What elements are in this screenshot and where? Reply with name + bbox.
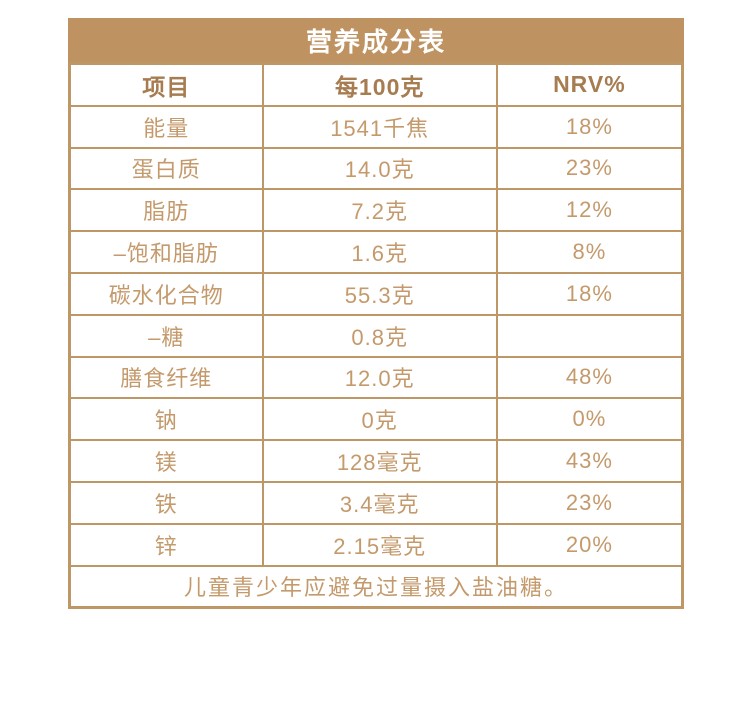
row-item-cell: –饱和脂肪: [68, 230, 264, 274]
row-item-cell: –糖: [68, 313, 264, 358]
table-row: 脂肪 7.2克 12%: [68, 188, 684, 233]
row-item-cell: 碳水化合物: [68, 271, 264, 316]
row-value-cell: 55.3克: [261, 271, 498, 316]
row-nrv-cell: 23%: [495, 480, 684, 525]
row-value-cell: 14.0克: [261, 146, 498, 191]
footnote-row: 儿童青少年应避免过量摄入盐油糖。: [68, 564, 684, 609]
row-value-cell: 1541千焦: [261, 104, 498, 149]
table-row: 膳食纤维 12.0克 48%: [68, 355, 684, 400]
row-nrv-cell: 18%: [495, 271, 684, 316]
row-nrv-cell: [495, 313, 684, 358]
row-value-cell: 1.6克: [261, 230, 498, 274]
row-nrv-cell: 48%: [495, 355, 684, 400]
row-item-cell: 镁: [68, 439, 264, 483]
nutrition-table: 项目 每100克 NRV% 能量 1541千焦 18% 蛋白质 14.0克 23% 脂肪 7.…: [68, 62, 684, 610]
row-value-cell: 3.4毫克: [261, 480, 498, 525]
table-row: –饱和脂肪 1.6克 8%: [68, 230, 684, 274]
table-row: 蛋白质 14.0克 23%: [68, 146, 684, 191]
row-value-cell: 0.8克: [261, 313, 498, 358]
column-header-per100g: 每100克: [261, 62, 498, 107]
row-nrv-cell: 18%: [495, 104, 684, 149]
table-row: –糖 0.8克: [68, 313, 684, 358]
nutrition-table-body: 能量 1541千焦 18% 蛋白质 14.0克 23% 脂肪 7.2克 12% –饱和脂肪 1.6克…: [68, 104, 684, 567]
row-nrv-cell: 43%: [495, 439, 684, 483]
row-item-cell: 蛋白质: [68, 146, 264, 191]
table-row: 碳水化合物 55.3克 18%: [68, 271, 684, 316]
row-value-cell: 128毫克: [261, 439, 498, 483]
table-row: 钠 0克 0%: [68, 397, 684, 442]
row-item-cell: 脂肪: [68, 188, 264, 233]
table-row: 能量 1541千焦 18%: [68, 104, 684, 149]
footnote-text: 儿童青少年应避免过量摄入盐油糖。: [68, 564, 684, 609]
row-item-cell: 膳食纤维: [68, 355, 264, 400]
row-item-cell: 能量: [68, 104, 264, 149]
nutrition-table-title: 营养成分表: [68, 18, 684, 62]
row-item-cell: 钠: [68, 397, 264, 442]
row-nrv-cell: 0%: [495, 397, 684, 442]
column-header-item: 项目: [68, 62, 264, 107]
row-nrv-cell: 12%: [495, 188, 684, 233]
row-nrv-cell: 8%: [495, 230, 684, 274]
row-value-cell: 12.0克: [261, 355, 498, 400]
row-nrv-cell: 23%: [495, 146, 684, 191]
row-value-cell: 0克: [261, 397, 498, 442]
row-item-cell: 锌: [68, 522, 264, 567]
table-row: 锌 2.15毫克 20%: [68, 522, 684, 567]
nutrition-label: 营养成分表 项目 每100克 NRV% 能量 1541千焦 18% 蛋白质 14.0克 2…: [68, 18, 684, 610]
column-header-row: 项目 每100克 NRV%: [68, 62, 684, 107]
table-row: 铁 3.4毫克 23%: [68, 480, 684, 525]
column-header-nrv: NRV%: [495, 62, 684, 107]
table-row: 镁 128毫克 43%: [68, 439, 684, 483]
row-item-cell: 铁: [68, 480, 264, 525]
row-value-cell: 2.15毫克: [261, 522, 498, 567]
row-value-cell: 7.2克: [261, 188, 498, 233]
row-nrv-cell: 20%: [495, 522, 684, 567]
